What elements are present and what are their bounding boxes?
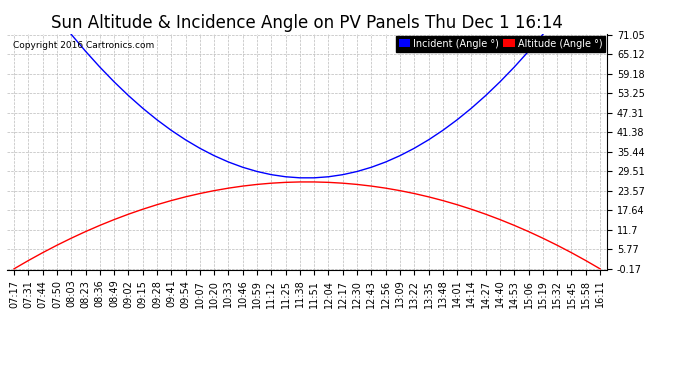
Text: Copyright 2016 Cartronics.com: Copyright 2016 Cartronics.com xyxy=(13,41,154,50)
Legend: Incident (Angle °), Altitude (Angle °): Incident (Angle °), Altitude (Angle °) xyxy=(396,36,605,51)
Title: Sun Altitude & Incidence Angle on PV Panels Thu Dec 1 16:14: Sun Altitude & Incidence Angle on PV Pan… xyxy=(51,14,563,32)
